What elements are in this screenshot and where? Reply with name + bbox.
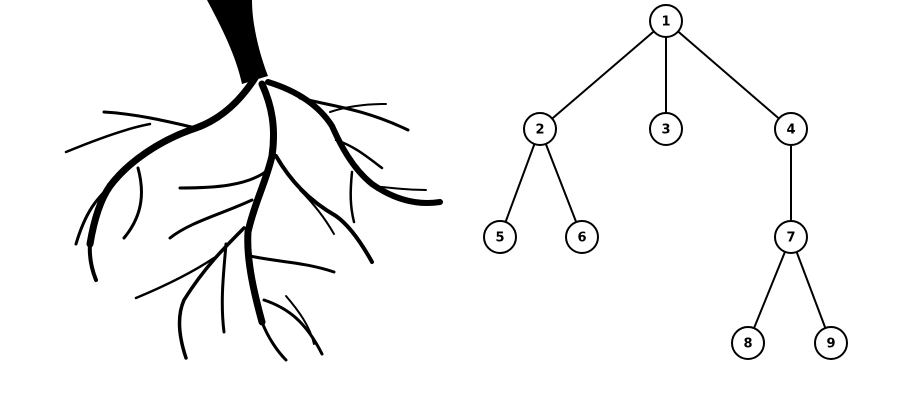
- tree-edge-2-6: [544, 143, 578, 223]
- tree-node-7: 7: [774, 220, 808, 254]
- tree-edge-7-8: [753, 251, 786, 329]
- tree-node-8: 8: [731, 326, 765, 360]
- tree-node-circle: [774, 112, 808, 146]
- tree-node-circle: [649, 112, 683, 146]
- tree-edge-1-4: [677, 30, 780, 120]
- tree-edge-2-5: [504, 143, 536, 223]
- plant-root-silhouette-icon: [64, 0, 443, 362]
- tree-node-circle: [483, 220, 517, 254]
- tree-node-1: 1: [649, 4, 683, 38]
- tree-edge-1-2: [551, 30, 655, 120]
- tree-node-label: 1: [661, 15, 670, 30]
- tree-node-5: 5: [483, 220, 517, 254]
- tree-edges: [504, 30, 827, 329]
- tree-node-label: 7: [786, 231, 795, 246]
- tree-node-label: 3: [661, 123, 670, 138]
- tree-node-label: 9: [826, 337, 835, 352]
- tree-node-3: 3: [649, 112, 683, 146]
- tree-node-label: 8: [743, 337, 752, 352]
- tree-nodes: 1 2 3 4 5 6 7 8 9: [483, 4, 848, 360]
- tree-node-label: 6: [577, 231, 586, 246]
- tree-node-2: 2: [523, 112, 557, 146]
- tree-node-circle: [814, 326, 848, 360]
- tree-node-circle: [731, 326, 765, 360]
- tree-node-label: 4: [786, 123, 795, 138]
- tree-node-circle: [774, 220, 808, 254]
- tree-node-circle: [649, 4, 683, 38]
- tree-node-circle: [523, 112, 557, 146]
- tree-node-label: 2: [535, 123, 544, 138]
- tree-edge-7-9: [795, 251, 827, 329]
- tree-node-4: 4: [774, 112, 808, 146]
- tree-node-9: 9: [814, 326, 848, 360]
- tree-node-label: 5: [495, 231, 504, 246]
- tree-node-6: 6: [565, 220, 599, 254]
- tree-node-circle: [565, 220, 599, 254]
